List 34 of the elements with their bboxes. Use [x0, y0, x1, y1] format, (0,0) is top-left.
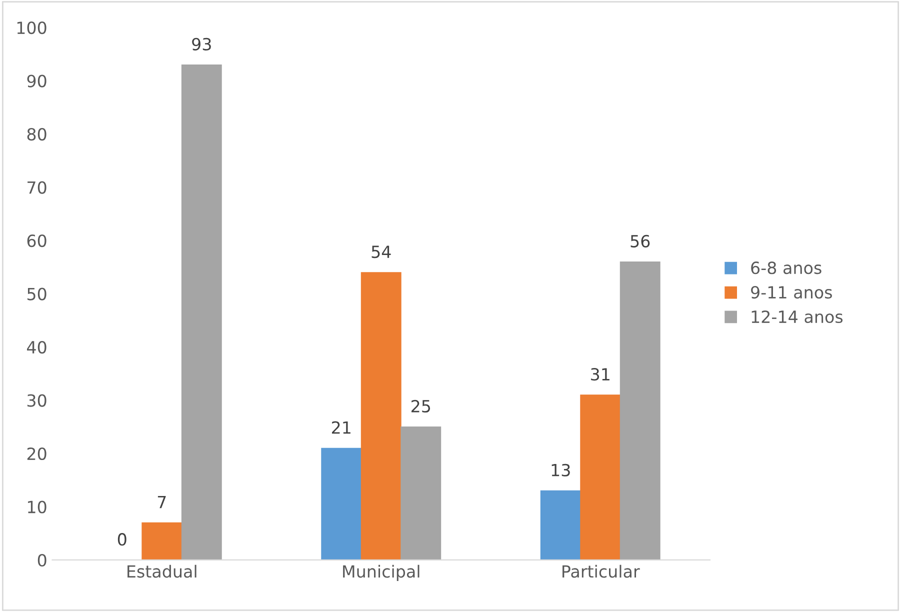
bar: [540, 490, 581, 560]
y-tick-label: 50: [27, 288, 46, 300]
bar: [142, 522, 182, 560]
data-label: 13: [552, 464, 570, 476]
bar: [181, 64, 222, 560]
legend-label: 9-11 anos: [751, 286, 832, 299]
legend-label: 12-14 anos: [752, 310, 843, 324]
y-tick-label: 100: [17, 22, 46, 34]
data-label: 93: [192, 38, 211, 50]
y-tick-label: 30: [27, 394, 46, 407]
y-tick-label: 40: [27, 340, 46, 354]
data-label: 25: [411, 400, 430, 413]
y-tick-label: 90: [27, 74, 46, 88]
y-tick-label: 0: [38, 554, 46, 567]
y-tick-label: 80: [27, 128, 46, 141]
data-label: 54: [372, 246, 391, 258]
x-tick-label: Estadual: [128, 564, 196, 578]
bar: [620, 261, 660, 560]
data-label: 21: [332, 421, 350, 434]
y-tick-label: 10: [28, 500, 46, 514]
legend-label: 6-8 anos: [751, 262, 822, 274]
x-tick-label: Municipal: [343, 564, 420, 581]
bar: [360, 272, 402, 560]
data-label: 7: [158, 496, 166, 508]
bar: [400, 426, 442, 560]
y-tick-label: 20: [27, 447, 46, 460]
y-tick-label: 70: [28, 181, 46, 194]
data-label: 0: [118, 533, 126, 546]
bar: [321, 448, 362, 560]
data-label: 31: [591, 368, 610, 381]
x-tick-label: Particular: [562, 564, 640, 578]
data-label: 56: [630, 234, 650, 248]
y-tick-label: 60: [27, 234, 46, 248]
bar: [580, 394, 621, 560]
